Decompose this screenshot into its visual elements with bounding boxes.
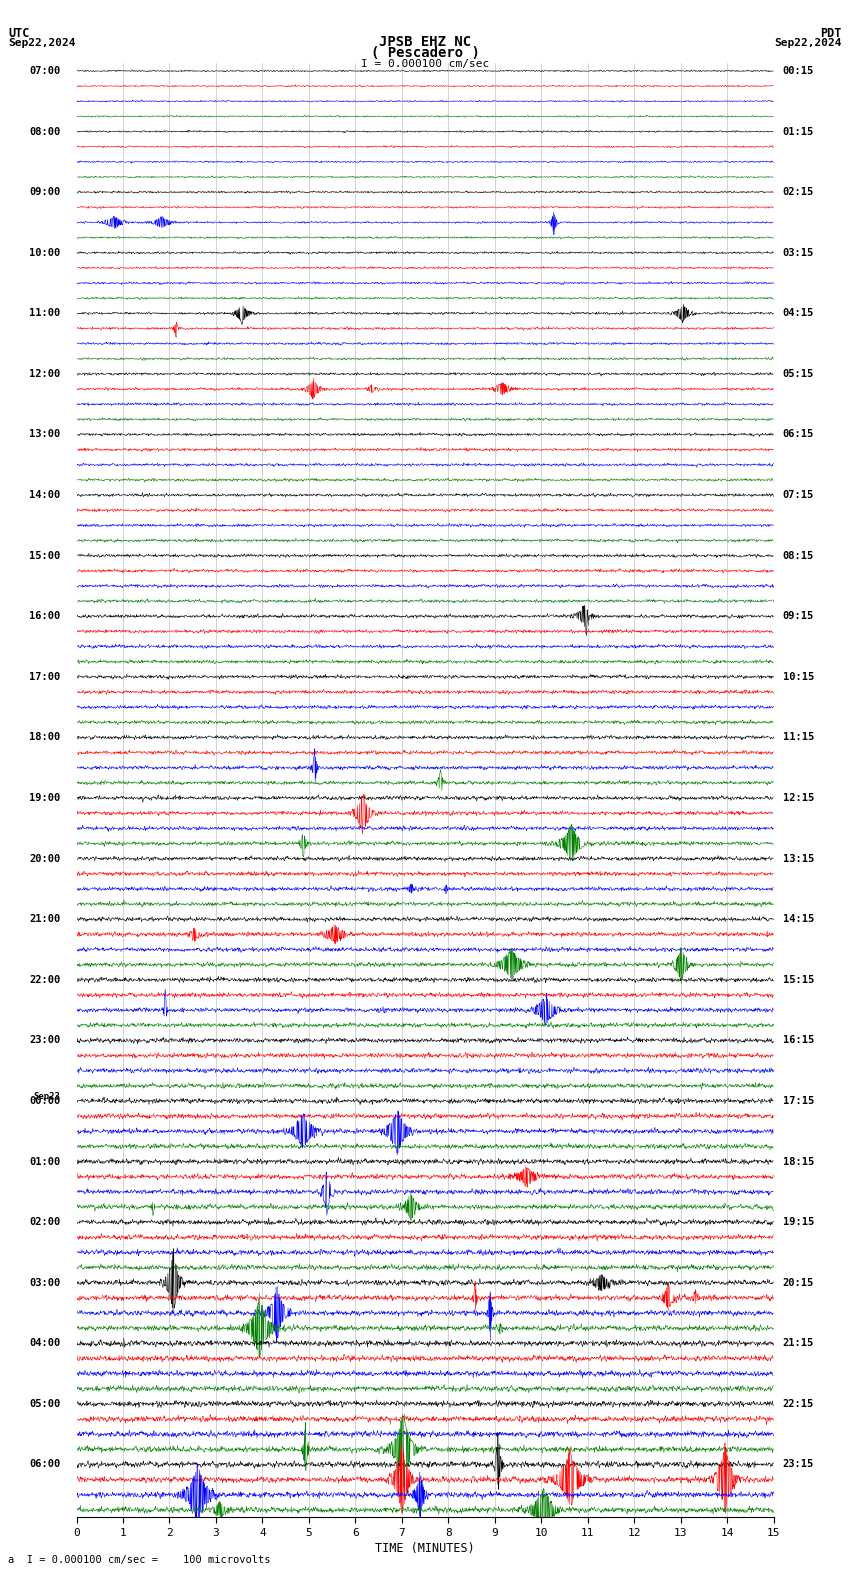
Text: 15:00: 15:00 <box>29 551 60 561</box>
Text: 01:00: 01:00 <box>29 1156 60 1166</box>
Text: 19:15: 19:15 <box>783 1217 814 1228</box>
Text: 17:00: 17:00 <box>29 672 60 681</box>
Text: 21:00: 21:00 <box>29 914 60 923</box>
X-axis label: TIME (MINUTES): TIME (MINUTES) <box>375 1543 475 1555</box>
Text: 18:15: 18:15 <box>783 1156 814 1166</box>
Text: 07:00: 07:00 <box>29 67 60 76</box>
Text: Sep22,2024: Sep22,2024 <box>774 38 842 48</box>
Text: 06:15: 06:15 <box>783 429 814 439</box>
Text: 03:15: 03:15 <box>783 247 814 258</box>
Text: 11:15: 11:15 <box>783 732 814 743</box>
Text: 07:15: 07:15 <box>783 489 814 501</box>
Text: 15:15: 15:15 <box>783 974 814 985</box>
Text: ( Pescadero ): ( Pescadero ) <box>371 46 479 60</box>
Text: 03:00: 03:00 <box>29 1278 60 1288</box>
Text: 04:15: 04:15 <box>783 309 814 318</box>
Text: 10:15: 10:15 <box>783 672 814 681</box>
Text: 00:15: 00:15 <box>783 67 814 76</box>
Text: 21:15: 21:15 <box>783 1338 814 1348</box>
Text: 22:15: 22:15 <box>783 1399 814 1408</box>
Text: 09:15: 09:15 <box>783 611 814 621</box>
Text: a  I = 0.000100 cm/sec =    100 microvolts: a I = 0.000100 cm/sec = 100 microvolts <box>8 1555 271 1565</box>
Text: 04:00: 04:00 <box>29 1338 60 1348</box>
Text: 13:15: 13:15 <box>783 854 814 863</box>
Text: 00:00: 00:00 <box>29 1096 60 1106</box>
Text: 17:15: 17:15 <box>783 1096 814 1106</box>
Text: 06:00: 06:00 <box>29 1459 60 1470</box>
Text: 12:00: 12:00 <box>29 369 60 379</box>
Text: 11:00: 11:00 <box>29 309 60 318</box>
Text: 18:00: 18:00 <box>29 732 60 743</box>
Text: PDT: PDT <box>820 27 842 40</box>
Text: UTC: UTC <box>8 27 30 40</box>
Text: 05:00: 05:00 <box>29 1399 60 1408</box>
Text: 08:15: 08:15 <box>783 551 814 561</box>
Text: 08:00: 08:00 <box>29 127 60 136</box>
Text: 22:00: 22:00 <box>29 974 60 985</box>
Text: 02:00: 02:00 <box>29 1217 60 1228</box>
Text: 02:15: 02:15 <box>783 187 814 196</box>
Text: 20:15: 20:15 <box>783 1278 814 1288</box>
Text: I = 0.000100 cm/sec: I = 0.000100 cm/sec <box>361 59 489 68</box>
Text: 13:00: 13:00 <box>29 429 60 439</box>
Text: 12:15: 12:15 <box>783 794 814 803</box>
Text: 01:15: 01:15 <box>783 127 814 136</box>
Text: Sep22,2024: Sep22,2024 <box>8 38 76 48</box>
Text: 23:00: 23:00 <box>29 1036 60 1045</box>
Text: JPSB EHZ NC: JPSB EHZ NC <box>379 35 471 49</box>
Text: 20:00: 20:00 <box>29 854 60 863</box>
Text: 10:00: 10:00 <box>29 247 60 258</box>
Text: Sep23: Sep23 <box>33 1091 60 1101</box>
Text: 16:15: 16:15 <box>783 1036 814 1045</box>
Text: 05:15: 05:15 <box>783 369 814 379</box>
Text: 16:00: 16:00 <box>29 611 60 621</box>
Text: 09:00: 09:00 <box>29 187 60 196</box>
Text: 19:00: 19:00 <box>29 794 60 803</box>
Text: 14:15: 14:15 <box>783 914 814 923</box>
Text: 14:00: 14:00 <box>29 489 60 501</box>
Text: 23:15: 23:15 <box>783 1459 814 1470</box>
